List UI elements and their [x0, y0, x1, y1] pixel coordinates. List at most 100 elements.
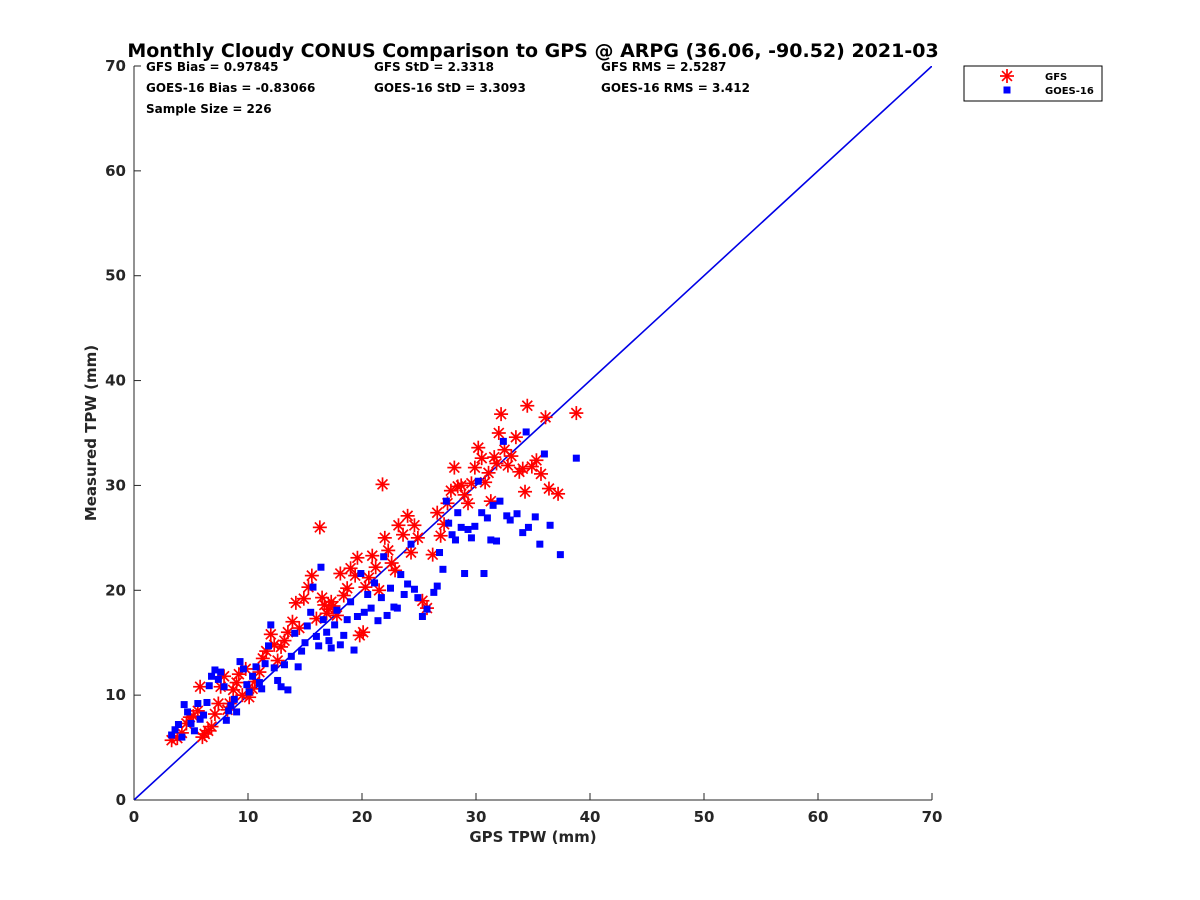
y-tick-label: 0	[116, 791, 126, 809]
goes16-point	[252, 663, 260, 671]
goes16-point	[433, 582, 441, 590]
gfs-point	[193, 679, 208, 694]
stat-goes-std: GOES-16 StD = 3.3093	[374, 81, 526, 95]
x-tick-label: 70	[922, 808, 943, 826]
legend-goes16-marker	[1003, 86, 1011, 94]
goes16-point	[487, 536, 495, 544]
gfs-point	[350, 550, 365, 565]
x-tick-label: 20	[352, 808, 373, 826]
goes16-point	[211, 666, 219, 674]
goes16-point	[448, 531, 456, 539]
x-tick-label: 50	[694, 808, 715, 826]
goes16-point	[187, 719, 195, 727]
stat-gfs-bias: GFS Bias = 0.97845	[146, 60, 278, 74]
goes16-point	[343, 616, 351, 624]
goes16-point	[301, 639, 309, 647]
goes16-point	[174, 721, 182, 729]
x-tick-label: 40	[580, 808, 601, 826]
x-tick-label: 30	[466, 808, 487, 826]
gfs-point	[533, 466, 548, 481]
gfs-point	[474, 451, 489, 466]
goes16-point	[222, 716, 230, 724]
chart-title: Monthly Cloudy CONUS Comparison to GPS @…	[127, 40, 938, 62]
goes16-point	[496, 497, 504, 505]
goes16-point	[489, 501, 497, 509]
gfs-point	[207, 707, 222, 722]
gfs-point	[425, 547, 440, 562]
gfs-point	[296, 591, 311, 606]
goes16-point	[418, 613, 426, 620]
goes16-point	[461, 570, 469, 578]
goes16-point	[572, 454, 580, 462]
y-tick-label: 70	[105, 57, 126, 75]
goes16-point	[249, 672, 257, 680]
goes16-point	[203, 698, 211, 706]
goes16-point	[225, 707, 233, 715]
legend-goes16-label: GOES-16	[1045, 86, 1094, 97]
gfs-point	[497, 442, 512, 457]
goes16-point	[407, 540, 415, 548]
goes16-point	[393, 604, 401, 612]
goes16-point	[298, 647, 306, 655]
goes16-point	[546, 521, 554, 529]
goes16-point	[471, 522, 479, 530]
goes16-point	[377, 594, 385, 602]
goes16-point	[480, 570, 488, 578]
goes16-point	[287, 652, 295, 660]
y-axis-label: Measured TPW (mm)	[82, 345, 100, 521]
goes16-point	[436, 549, 444, 557]
goes16-point	[454, 509, 462, 517]
goes16-point	[506, 516, 514, 524]
goes16-point	[451, 536, 459, 544]
goes16-point	[243, 681, 251, 689]
goes16-point	[350, 646, 358, 654]
stat-goes-bias: GOES-16 Bias = -0.83066	[146, 81, 315, 95]
goes16-point	[309, 583, 317, 591]
gfs-point	[467, 460, 482, 475]
goes16-point	[464, 525, 472, 533]
gfs-point	[263, 627, 278, 642]
goes16-point	[307, 608, 315, 616]
goes16-point	[312, 632, 320, 640]
stat-goes-rms: GOES-16 RMS = 3.412	[601, 81, 750, 95]
goes16-point	[397, 571, 405, 579]
goes16-point	[280, 661, 288, 669]
goes16-point	[227, 702, 235, 710]
gfs-point	[569, 406, 584, 421]
goes16-point	[478, 509, 486, 517]
goes16-point	[457, 523, 465, 531]
goes16-point	[531, 513, 539, 521]
goes16-point	[184, 708, 192, 716]
goes16-point	[331, 621, 339, 629]
goes16-point	[171, 726, 179, 734]
goes16-point	[245, 688, 253, 696]
goes16-point	[503, 512, 511, 520]
goes16-point	[194, 700, 202, 708]
goes16-point	[374, 617, 382, 625]
gfs-point	[529, 453, 544, 468]
gfs-point	[340, 581, 355, 596]
goes16-point	[499, 437, 507, 445]
series-goes16	[168, 428, 580, 741]
goes16-point	[274, 676, 282, 684]
goes16-point	[474, 477, 482, 485]
goes16-point	[404, 580, 412, 588]
goes16-point	[267, 621, 275, 629]
goes16-point	[513, 510, 521, 518]
legend: GFS GOES-16	[963, 65, 1103, 102]
stat-gfs-rms: GFS RMS = 2.5287	[601, 60, 726, 74]
goes16-point	[230, 695, 238, 703]
goes16-point	[423, 605, 431, 613]
gfs-point	[356, 625, 371, 640]
goes16-point	[347, 598, 355, 606]
gfs-point	[494, 407, 509, 422]
goes16-point	[261, 660, 269, 668]
goes16-point	[387, 584, 394, 592]
legend-box	[963, 65, 1103, 102]
goes16-point	[220, 683, 228, 691]
gfs-point	[518, 484, 533, 499]
legend-gfs-marker	[1000, 69, 1014, 83]
y-tick-label: 60	[105, 162, 126, 180]
gfs-point	[461, 496, 476, 511]
goes16-point	[380, 553, 388, 561]
